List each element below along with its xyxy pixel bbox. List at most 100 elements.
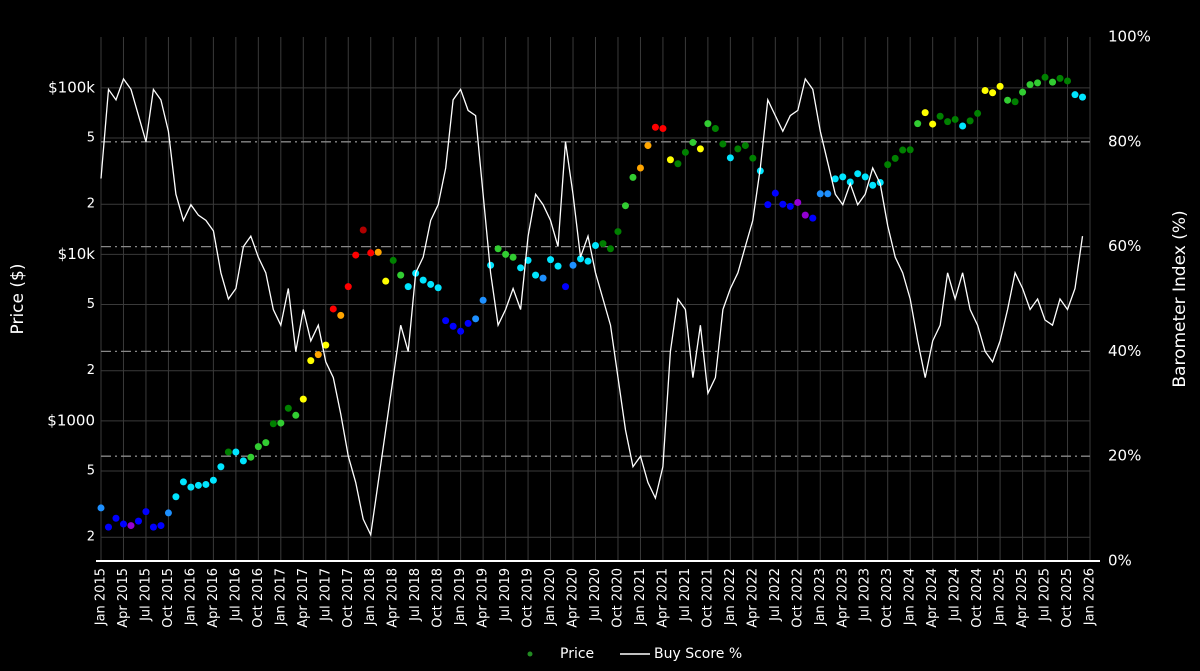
x-tick-label: Oct 2021 [700,568,715,628]
x-tick-label: Jul 2020 [588,568,603,622]
price-point [989,89,997,97]
y-axis-title: Price ($) [8,264,28,335]
price-point [217,463,225,471]
price-point [434,284,442,292]
x-tick-label: Oct 2020 [610,568,625,628]
price-point [854,170,862,178]
price-point [179,478,187,486]
price-point [966,117,974,125]
price-point [951,115,959,123]
x-tick-label: Oct 2015 [161,568,176,628]
x-tick-label: Jul 2022 [768,568,783,622]
price-point [996,82,1004,90]
price-point [1041,73,1049,81]
price-point [621,202,629,210]
price-point [861,173,869,181]
x-tick-label: Jul 2018 [408,568,423,622]
y-tick-label: 2 [87,197,95,212]
price-point [329,305,337,313]
price-point [794,198,802,206]
price-point [824,190,832,198]
price-point [397,271,405,279]
y-tick-label: 5 [87,463,95,478]
price-point [254,443,262,451]
price-point [239,457,247,465]
y2-tick-label: 0% [1108,552,1132,570]
price-point [1079,93,1087,101]
price-point [921,109,929,117]
x-tick-label: Oct 2016 [251,568,266,628]
price-point [344,283,352,291]
price-point [704,120,712,128]
x-tick-label: Apr 2024 [925,568,940,628]
price-point [224,448,232,456]
x-tick-label: Jul 2023 [858,568,873,622]
price-point [651,123,659,131]
price-point [1064,77,1072,85]
x-tick-label: Jul 2017 [318,568,333,622]
price-point [1071,91,1079,99]
x-tick-label: Jan 2024 [903,568,918,626]
price-point [614,228,622,236]
price-point [464,319,472,327]
price-point [449,322,457,330]
price-point [337,311,345,319]
price-point [554,262,562,270]
price-point [786,202,794,210]
price-point [719,140,727,148]
x-tick-label: Oct 2018 [431,568,446,628]
price-point [1026,81,1034,89]
price-point [1011,98,1019,106]
x-tick-label: Apr 2016 [206,568,221,628]
price-point [247,453,255,461]
x-tick-label: Oct 2023 [880,568,895,628]
y2-tick-label: 20% [1108,447,1141,465]
x-tick-label: Apr 2020 [566,568,581,628]
price-point [127,522,135,530]
x-tick-label: Apr 2017 [296,568,311,628]
price-point [442,317,450,325]
price-point [636,164,644,172]
price-point [569,261,577,269]
price-point [891,154,899,162]
price-point [104,523,112,531]
legend-label: Buy Score % [654,646,742,662]
x-tick-label: Jul 2019 [498,568,513,622]
price-point [277,419,285,427]
legend-swatch [527,651,533,657]
price-point [389,256,397,264]
x-tick-label: Jan 2020 [543,568,558,626]
x-tick-label: Jul 2016 [228,568,243,622]
price-point [666,156,674,164]
x-tick-label: Jan 2015 [94,568,109,626]
x-tick-label: Apr 2019 [476,568,491,628]
price-point [352,251,360,259]
x-tick-label: Jan 2019 [453,568,468,626]
price-point [779,200,787,208]
price-point [494,245,502,253]
price-point [547,256,555,264]
price-point [97,504,105,512]
x-tick-label: Jan 2022 [723,568,738,626]
price-point [884,161,892,169]
buy-score-line [100,77,1084,538]
price-point [187,483,195,491]
price-point [172,493,180,501]
y2-tick-label: 100% [1108,28,1151,46]
price-point [734,145,742,153]
x-tick-label: Jul 2024 [948,568,963,622]
price-point [764,201,772,209]
x-tick-label: Oct 2019 [521,568,536,628]
y-tick-label: $1000 [47,411,95,429]
price-point [929,120,937,128]
y-tick-label: 5 [87,130,95,145]
x-tick-label: Oct 2024 [970,568,985,628]
y-tick-label: $10k [58,245,96,263]
price-point [839,173,847,181]
price-point [577,255,585,263]
x-tick-label: Jul 2021 [678,568,693,622]
price-point [194,481,202,489]
x-tick-label: Apr 2021 [655,568,670,628]
price-point [936,112,944,120]
price-point [606,245,614,253]
